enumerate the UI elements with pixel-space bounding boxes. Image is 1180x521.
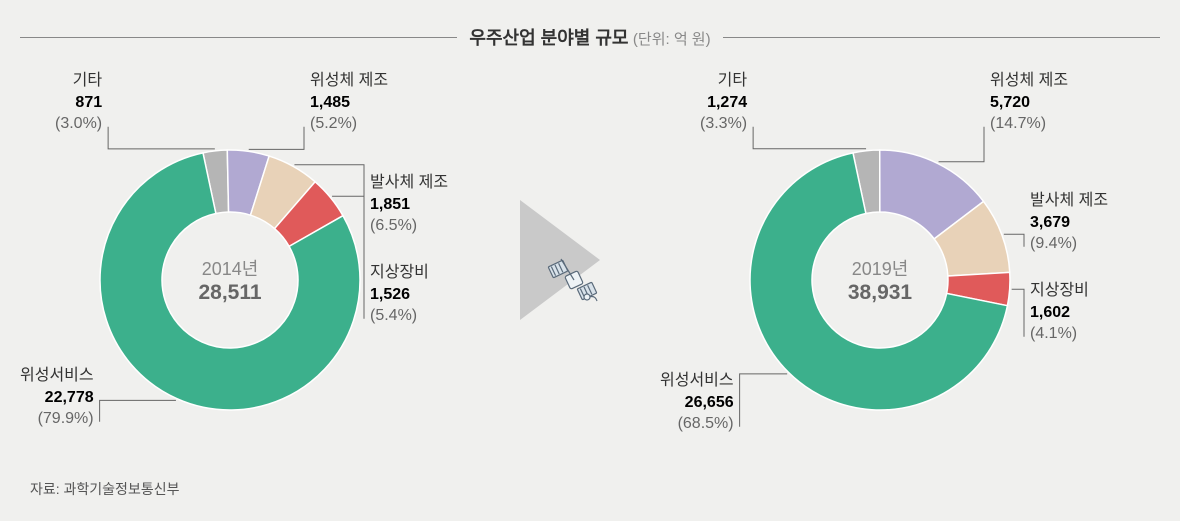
callout: 기타1,274(3.3%): [700, 70, 747, 135]
segment-pct: (14.7%): [990, 113, 1068, 135]
segment-value: 26,656: [660, 392, 734, 414]
callout: 발사체 제조3,679(9.4%): [1030, 190, 1108, 255]
segment-pct: (4.1%): [1030, 323, 1089, 345]
callout: 위성체 제조5,720(14.7%): [990, 70, 1068, 135]
segment-name: 지상장비: [1030, 280, 1089, 302]
callout: 지상장비1,602(4.1%): [1030, 280, 1089, 345]
source-label: 자료: 과학기술정보통신부: [30, 479, 179, 499]
center-year: 2019년: [848, 255, 912, 281]
callout: 위성서비스26,656(68.5%): [660, 370, 734, 435]
segment-pct: (3.3%): [700, 113, 747, 135]
center-total: 38,931: [848, 281, 912, 305]
segment-value: 5,720: [990, 92, 1068, 114]
segment-pct: (9.4%): [1030, 233, 1108, 255]
segment-pct: (68.5%): [660, 413, 734, 435]
segment-value: 1,274: [700, 92, 747, 114]
segment-name: 기타: [700, 70, 747, 92]
segment-name: 발사체 제조: [1030, 190, 1108, 212]
segment-value: 1,602: [1030, 302, 1089, 324]
segment-value: 3,679: [1030, 212, 1108, 234]
donut-center-right: 2019년38,931: [848, 255, 912, 305]
segment-name: 위성체 제조: [990, 70, 1068, 92]
segment-name: 위성서비스: [660, 370, 734, 392]
